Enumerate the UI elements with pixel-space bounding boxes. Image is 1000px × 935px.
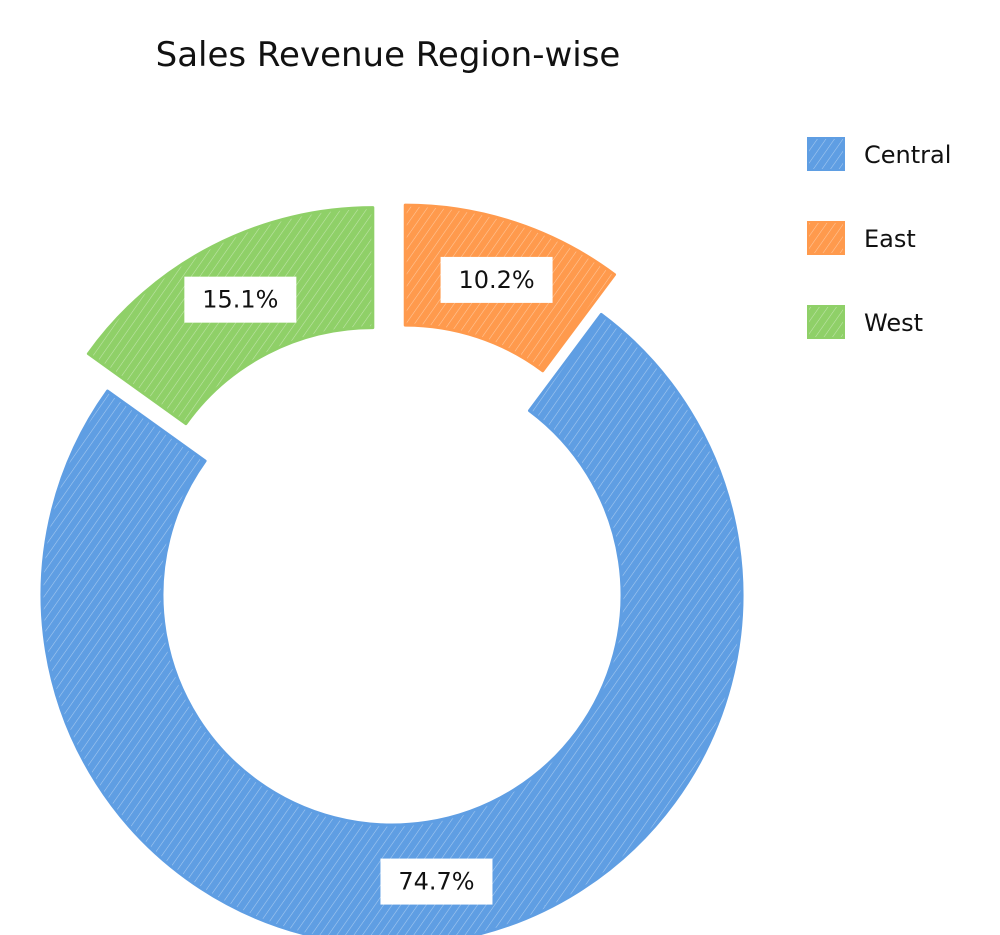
legend-label: West (864, 309, 923, 337)
data-label-text: 15.1% (202, 286, 278, 314)
data-label-central: 74.7% (380, 858, 493, 905)
chart-title: Sales Revenue Region-wise (156, 35, 621, 75)
data-label-box (380, 858, 493, 905)
data-label-text: 74.7% (398, 868, 474, 896)
data-label-text: 10.2% (458, 266, 534, 294)
legend-label: East (864, 225, 916, 253)
legend-swatch (807, 221, 845, 255)
legend-swatch (807, 137, 845, 171)
legend-label: Central (864, 141, 951, 169)
data-label-west: 15.1% (184, 276, 297, 323)
slice-central[interactable] (40, 312, 744, 935)
data-label-east: 10.2% (440, 256, 553, 303)
legend-item-west[interactable]: West (807, 305, 923, 339)
legend-item-east[interactable]: East (807, 221, 916, 255)
legend-item-central[interactable]: Central (807, 137, 951, 171)
data-label-box (184, 276, 297, 323)
data-label-box (440, 256, 553, 303)
legend-swatch (807, 305, 845, 339)
